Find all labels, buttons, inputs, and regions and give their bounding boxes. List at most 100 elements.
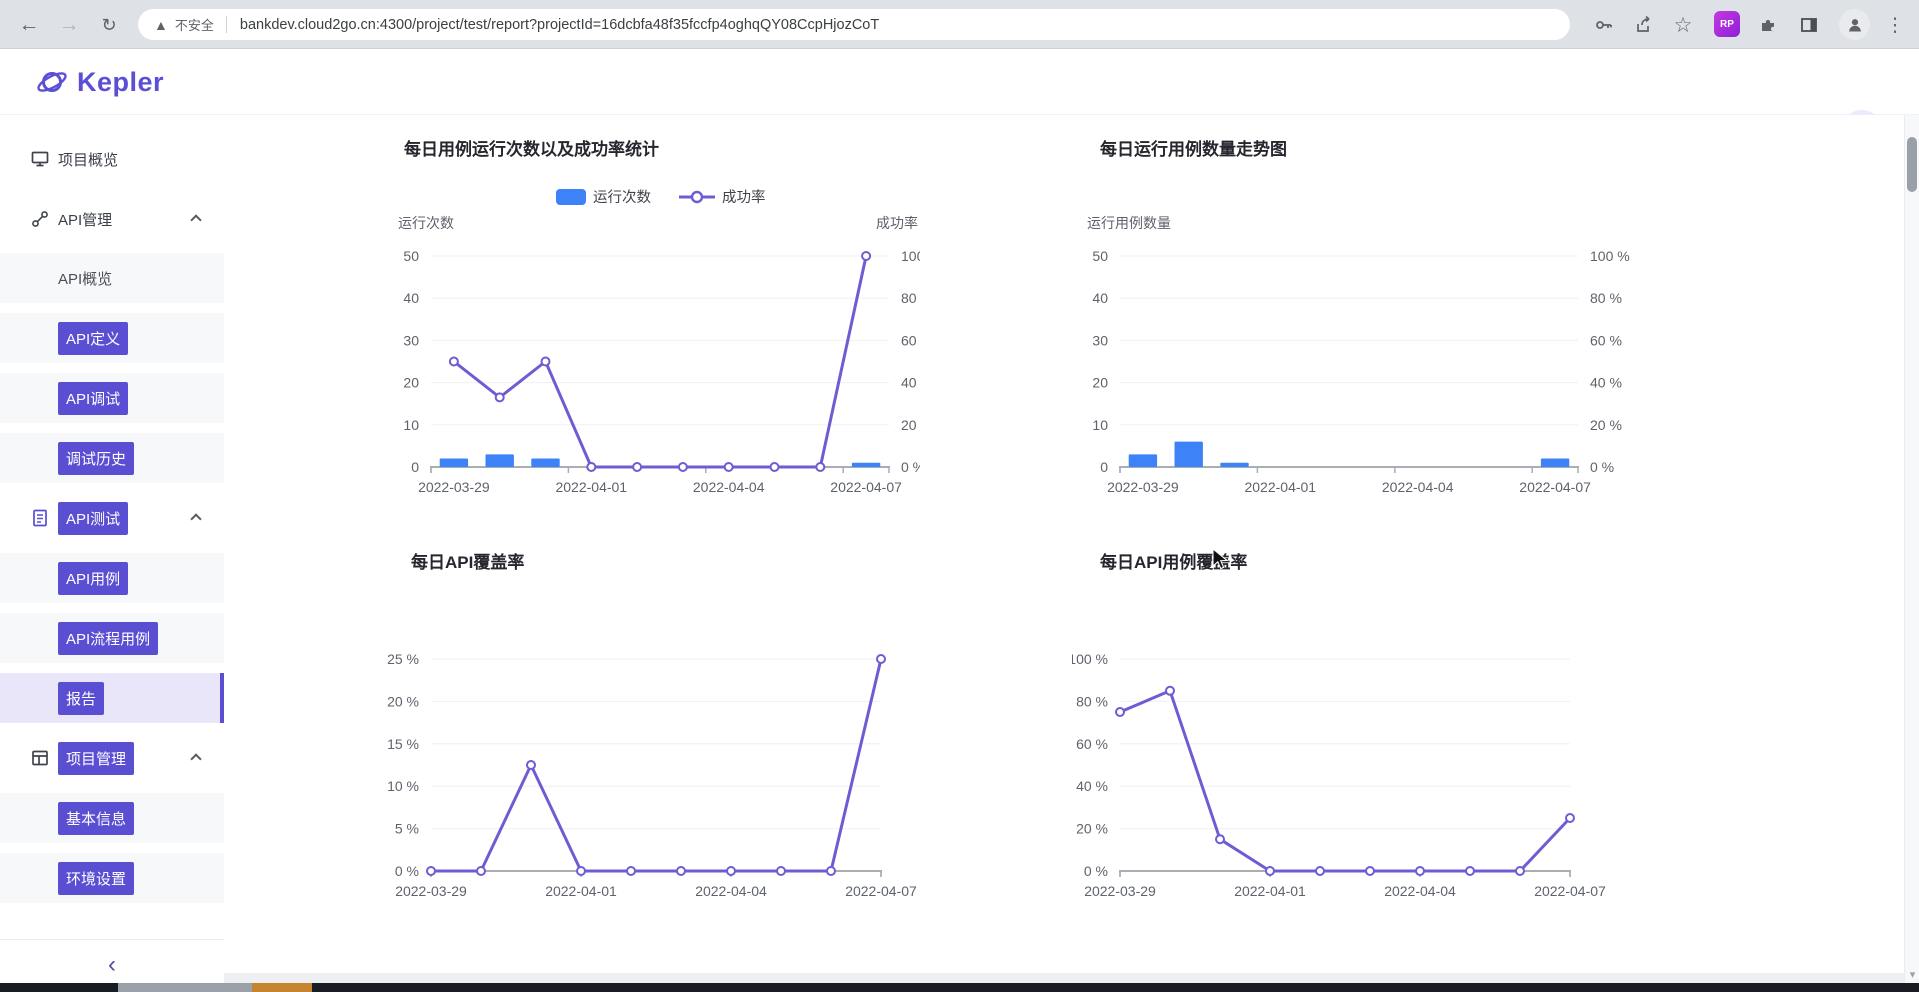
chart-daily-case-runs-success: 每日用例运行次数以及成功率统计运行次数成功率运行次数成功率50100 %4080…	[300, 125, 941, 510]
sidebar-item-api-case[interactable]: API用例	[0, 553, 224, 603]
x-tick-label: 2022-04-04	[1382, 479, 1454, 495]
chart-title: 每日用例运行次数以及成功率统计	[404, 139, 659, 159]
bar	[1540, 458, 1570, 467]
data-point-marker	[726, 866, 736, 876]
left-tick-label: 0 %	[1084, 863, 1108, 879]
left-tick-label: 0	[1100, 459, 1108, 475]
x-tick-label: 2022-04-07	[830, 479, 902, 495]
sidebar-item-api-definition[interactable]: API定义	[0, 313, 224, 363]
x-tick-label: 2022-04-04	[1384, 883, 1456, 899]
legend-bar-swatch	[556, 189, 586, 205]
sidebar-item-api-management[interactable]: API管理	[0, 194, 224, 244]
sidebar-item-label: 项目概览	[58, 151, 119, 169]
data-point-marker	[1515, 866, 1525, 876]
rp-extension-icon[interactable]: RP	[1714, 11, 1740, 37]
x-tick-label: 2022-04-07	[1534, 883, 1606, 899]
sidebar-divider	[0, 939, 224, 940]
sidebar-item-label: 项目管理	[58, 741, 135, 775]
right-tick-label: 40 %	[1590, 375, 1622, 391]
data-point-marker	[426, 866, 436, 876]
right-tick-label: 0 %	[901, 459, 920, 475]
data-point-marker	[586, 462, 597, 472]
back-icon[interactable]: ←	[18, 13, 40, 36]
chart-canvas-daily-api-coverage: 每日API覆盖率 25 % 20 % 15 % 10 % 5 % 0 % 2022-03-29…	[387, 552, 917, 899]
data-point-marker	[1365, 866, 1375, 876]
chevron-up-icon	[190, 214, 202, 226]
data-point-marker	[1315, 866, 1325, 876]
sidebar-item-debug-history[interactable]: 调试历史	[0, 433, 224, 483]
left-tick-label: 40	[403, 290, 419, 306]
bar	[439, 458, 469, 467]
sidebar-item-api-overview[interactable]: API概览	[0, 253, 224, 303]
bottom-strip-orange-segment	[252, 983, 312, 992]
sidebar-item-label: 调试历史	[58, 441, 135, 475]
sidebar-item-api-test[interactable]: API测试	[0, 493, 224, 543]
data-point-marker	[861, 251, 872, 261]
right-tick-label: 20 %	[901, 417, 920, 433]
extensions-puzzle-icon[interactable]	[1753, 10, 1783, 40]
content-footer-strip	[224, 973, 1904, 983]
chevron-up-icon	[190, 753, 202, 765]
x-tick-label: 2022-03-29	[395, 883, 467, 899]
bookmark-star-icon[interactable]: ☆	[1673, 13, 1693, 37]
address-bar[interactable]: ▲ 不安全 bankdev.cloud2go.cn:4300/project/t…	[138, 9, 1570, 40]
monitor-icon	[30, 149, 50, 169]
right-tick-label: 40 %	[901, 375, 920, 391]
sidebar-item-label: 环境设置	[58, 861, 135, 895]
data-point-marker	[576, 866, 586, 876]
chart-canvas-daily-case-runs-success: 每日用例运行次数以及成功率统计运行次数成功率运行次数成功率50100 %4080…	[398, 139, 941, 495]
browser-profile-avatar[interactable]	[1839, 9, 1870, 40]
browser-menu-icon[interactable]: ⋮	[1885, 14, 1905, 36]
sidebar-item-env-settings[interactable]: 环境设置	[0, 853, 224, 903]
password-key-icon[interactable]	[1589, 10, 1619, 40]
x-tick-label: 2022-03-29	[1084, 883, 1156, 899]
sidebar-item-project-management[interactable]: 项目管理	[0, 733, 224, 783]
bar	[1128, 454, 1158, 467]
left-axis-title: 运行次数	[398, 215, 454, 231]
left-tick-label: 50	[1092, 248, 1108, 264]
data-point-marker	[1115, 707, 1125, 717]
x-tick-label: 2022-04-07	[1519, 479, 1591, 495]
left-tick-label: 10 %	[387, 778, 419, 794]
data-point-marker	[676, 866, 686, 876]
bar	[1220, 462, 1249, 467]
data-point-marker	[677, 462, 688, 472]
x-tick-label: 2022-04-04	[695, 883, 767, 899]
test-doc-icon	[30, 508, 50, 528]
data-point-marker	[1465, 866, 1475, 876]
forward-icon[interactable]: →	[58, 13, 80, 36]
left-tick-label: 20 %	[1076, 821, 1108, 837]
scrollbar-down-arrow[interactable]: ▾	[1909, 969, 1916, 981]
bottom-edge-strip	[0, 983, 1919, 992]
sidebar-item-project-overview[interactable]: 项目概览	[0, 134, 224, 184]
data-point-marker	[776, 866, 786, 876]
sidebar-item-api-flow-case[interactable]: API流程用例	[0, 613, 224, 663]
sidebar-item-report[interactable]: 报告	[0, 673, 224, 723]
bar	[531, 458, 560, 467]
left-tick-label: 15 %	[387, 736, 419, 752]
scrollbar-thumb[interactable]	[1907, 137, 1917, 192]
kepler-logo[interactable]: Kepler	[34, 64, 164, 100]
sidebar-collapse-button[interactable]: ‹	[108, 951, 116, 978]
right-tick-label: 80 %	[901, 290, 920, 306]
charts-area: 每日用例运行次数以及成功率统计运行次数成功率运行次数成功率50100 %4080…	[224, 115, 1904, 960]
side-panel-icon[interactable]	[1794, 10, 1824, 40]
left-tick-label: 60 %	[1076, 736, 1108, 752]
data-point-marker	[626, 866, 636, 876]
url-text: bankdev.cloud2go.cn:4300/project/test/re…	[239, 16, 880, 33]
sidebar-item-api-debug[interactable]: API调试	[0, 373, 224, 423]
chart-daily-api-coverage: 每日API覆盖率 25 % 20 % 15 % 10 % 5 % 0 % 2022-03-29…	[300, 538, 920, 928]
sidebar-item-basic-info[interactable]: 基本信息	[0, 793, 224, 843]
share-icon[interactable]	[1629, 10, 1659, 40]
browser-toolbar: ← → ↻ ▲ 不安全 bankdev.cloud2go.cn:4300/pro…	[0, 0, 1919, 49]
vertical-scrollbar[interactable]: ▾	[1904, 115, 1919, 983]
left-tick-label: 0 %	[395, 863, 419, 879]
data-point-marker	[540, 356, 551, 367]
refresh-icon[interactable]: ↻	[101, 14, 117, 35]
left-tick-label: 50	[403, 248, 419, 264]
data-point-marker	[1165, 685, 1175, 696]
sidebar: 项目概览 API管理 API概览 API定义 API调试调试历史 API测试 API用例 AP…	[0, 115, 224, 983]
left-tick-label: 40 %	[1076, 778, 1108, 794]
left-tick-label: 30	[1092, 332, 1108, 348]
